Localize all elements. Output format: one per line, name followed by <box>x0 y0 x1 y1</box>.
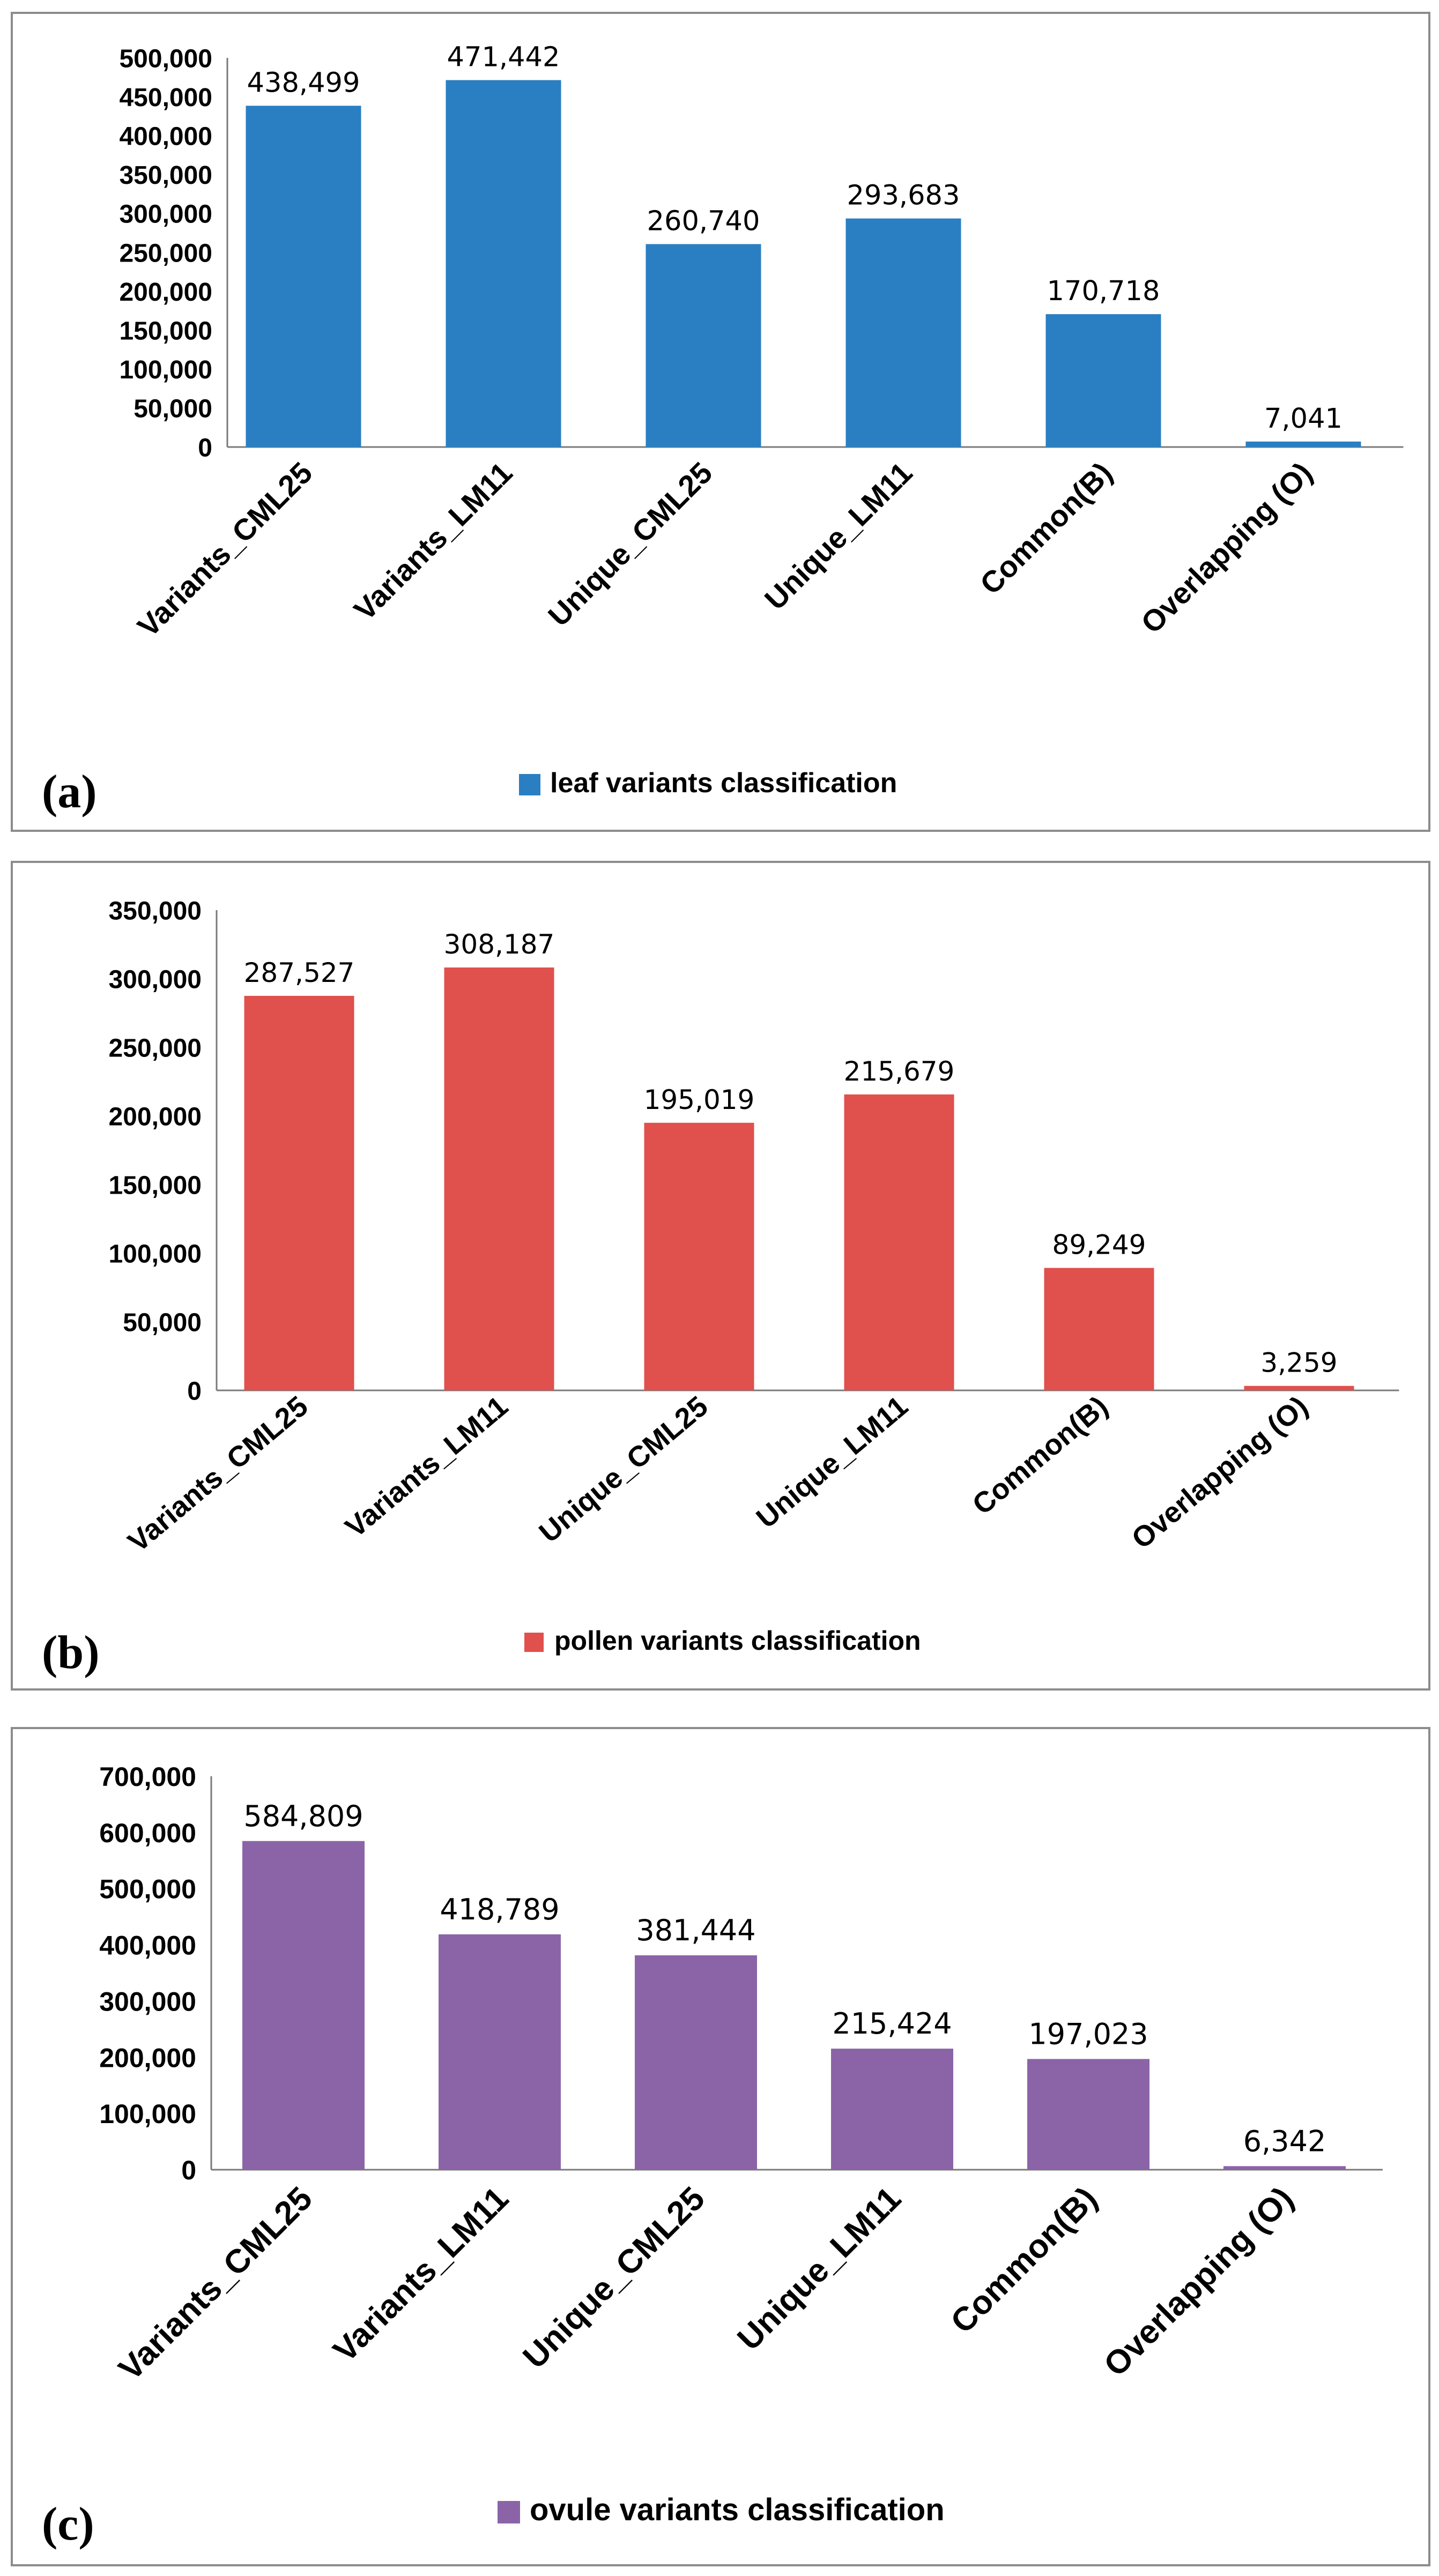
leaf-data-label: 170,718 <box>1047 276 1160 307</box>
pollen-data-label: 287,527 <box>244 957 355 988</box>
ovule-y-tick-label: 300,000 <box>99 1986 196 2016</box>
pollen-y-tick-label: 100,000 <box>108 1240 202 1268</box>
leaf-bar <box>646 244 761 447</box>
ovule-bar <box>635 1955 757 2170</box>
ovule-data-label: 6,342 <box>1243 2124 1326 2158</box>
leaf-data-label: 471,442 <box>447 41 560 73</box>
pollen-data-label: 195,019 <box>644 1084 755 1115</box>
pollen-category-label: Common(B) <box>966 1390 1114 1521</box>
ovule-y-tick-label: 700,000 <box>99 1762 196 1792</box>
ovule-y-tick-label: 100,000 <box>99 2099 196 2129</box>
ovule-data-label: 197,023 <box>1028 2017 1148 2051</box>
ovule-category-label: Variants_CML25 <box>112 2180 319 2387</box>
ovule-data-label: 584,809 <box>243 1799 363 1833</box>
pollen-data-label: 3,259 <box>1260 1347 1337 1379</box>
pollen-category-label: Variants_CML25 <box>122 1390 314 1558</box>
ovule-bar <box>831 2049 953 2170</box>
pollen-y-tick-label: 150,000 <box>108 1171 202 1200</box>
ovule-bar <box>439 1934 561 2170</box>
ovule-category-label: Unique_LM11 <box>731 2180 908 2357</box>
pollen-legend-label: pollen variants classification <box>554 1626 921 1656</box>
pollen-data-label: 89,249 <box>1052 1230 1146 1261</box>
pollen-category-label: Unique_CML25 <box>533 1390 714 1549</box>
pollen-y-tick-label: 350,000 <box>108 897 202 925</box>
ovule-legend-swatch <box>498 2501 520 2523</box>
leaf-data-label: 260,740 <box>647 205 760 237</box>
pollen-y-tick-label: 0 <box>187 1377 202 1405</box>
ovule-category-label: Common(B) <box>944 2180 1104 2341</box>
pollen-panel-label: (b) <box>42 1627 100 1679</box>
pollen-bar <box>1044 1268 1154 1390</box>
pollen-data-label: 215,679 <box>844 1056 955 1087</box>
leaf-data-label: 438,499 <box>247 67 360 99</box>
pollen-category-label: Variants_LM11 <box>339 1390 514 1544</box>
ovule-category-label: Overlapping (O) <box>1097 2180 1301 2384</box>
pollen-y-tick-label: 250,000 <box>108 1034 202 1062</box>
ovule-data-label: 381,444 <box>636 1914 755 1947</box>
ovule-y-tick-label: 600,000 <box>99 1818 196 1848</box>
chart-panel-b: 0 50,000 100,000 150,000 200,000 250,000 300,0… <box>11 861 1430 1691</box>
pollen-bar <box>644 1122 754 1390</box>
pollen-y-tick-label: 300,000 <box>108 965 202 994</box>
pollen-category-label: Unique_LM11 <box>751 1390 914 1535</box>
leaf-y-tick-label: 50,000 <box>133 395 212 423</box>
ovule-category-label: Variants_LM11 <box>326 2180 515 2369</box>
ovule-chart: 0 100,000 200,000 300,000 400,000 500,000 600,… <box>42 1762 1383 2550</box>
ovule-bar <box>1223 2166 1346 2170</box>
ovule-bar <box>242 1841 365 2170</box>
leaf-bar <box>1045 314 1161 447</box>
pollen-bar <box>844 1094 954 1390</box>
leaf-category-label: Overlapping (O) <box>1134 456 1319 640</box>
ovule-data-label: 418,789 <box>440 1893 559 1926</box>
leaf-category-label: Variants_LM11 <box>347 456 519 627</box>
leaf-y-tick-label: 200,000 <box>119 278 212 307</box>
leaf-legend-label: leaf variants classification <box>550 768 897 799</box>
leaf-data-label: 293,683 <box>847 180 960 212</box>
leaf-y-tick-label: 500,000 <box>119 44 212 73</box>
leaf-data-label: 7,041 <box>1264 403 1342 435</box>
leaf-bar <box>845 218 961 447</box>
ovule-y-tick-label: 400,000 <box>99 1931 196 1961</box>
leaf-category-label: Variants_CML25 <box>131 456 318 643</box>
leaf-y-tick-label: 0 <box>198 434 212 462</box>
pollen-data-label: 308,187 <box>444 929 555 960</box>
ovule-y-tick-label: 500,000 <box>99 1874 196 1904</box>
pollen-y-tick-label: 200,000 <box>108 1103 202 1131</box>
pollen-bar <box>444 967 554 1390</box>
ovule-panel-label: (c) <box>42 2498 94 2550</box>
ovule-y-tick-label: 200,000 <box>99 2043 196 2073</box>
pollen-y-tick-label: 50,000 <box>123 1308 202 1337</box>
ovule-legend-label: ovule variants classification <box>530 2492 945 2527</box>
pollen-legend-swatch <box>524 1633 544 1652</box>
ovule-y-tick-label: 0 <box>181 2155 196 2185</box>
leaf-chart: 0 50,000 100,000 150,000 200,000 250,000 300,0… <box>42 41 1404 818</box>
ovule-bar <box>1027 2059 1149 2170</box>
chart-panel-c: 0 100,000 200,000 300,000 400,000 500,000 600,… <box>11 1727 1430 2566</box>
pollen-bar <box>244 995 354 1390</box>
pollen-chart: 0 50,000 100,000 150,000 200,000 250,000 300,0… <box>42 897 1399 1679</box>
pollen-category-label: Overlapping (O) <box>1126 1390 1314 1555</box>
leaf-bar <box>446 80 561 448</box>
leaf-y-tick-label: 300,000 <box>119 200 212 229</box>
ovule-data-label: 215,424 <box>832 2007 952 2041</box>
leaf-y-tick-label: 250,000 <box>119 239 212 267</box>
ovule-category-label: Unique_CML25 <box>516 2180 711 2376</box>
leaf-y-tick-label: 350,000 <box>119 161 212 190</box>
leaf-legend-swatch <box>519 774 540 795</box>
pollen-bar <box>1244 1386 1354 1390</box>
leaf-bar <box>246 106 361 448</box>
leaf-panel-label: (a) <box>42 766 97 818</box>
leaf-category-label: Unique_CML25 <box>542 456 719 633</box>
leaf-y-tick-label: 400,000 <box>119 122 212 151</box>
leaf-y-tick-label: 450,000 <box>119 84 212 112</box>
leaf-bar <box>1245 441 1361 447</box>
leaf-y-tick-label: 100,000 <box>119 356 212 384</box>
leaf-category-label: Common(B) <box>973 456 1118 601</box>
leaf-category-label: Unique_LM11 <box>758 456 919 616</box>
chart-panel-a: 0 50,000 100,000 150,000 200,000 250,000 300,0… <box>11 12 1430 832</box>
leaf-y-tick-label: 150,000 <box>119 317 212 345</box>
